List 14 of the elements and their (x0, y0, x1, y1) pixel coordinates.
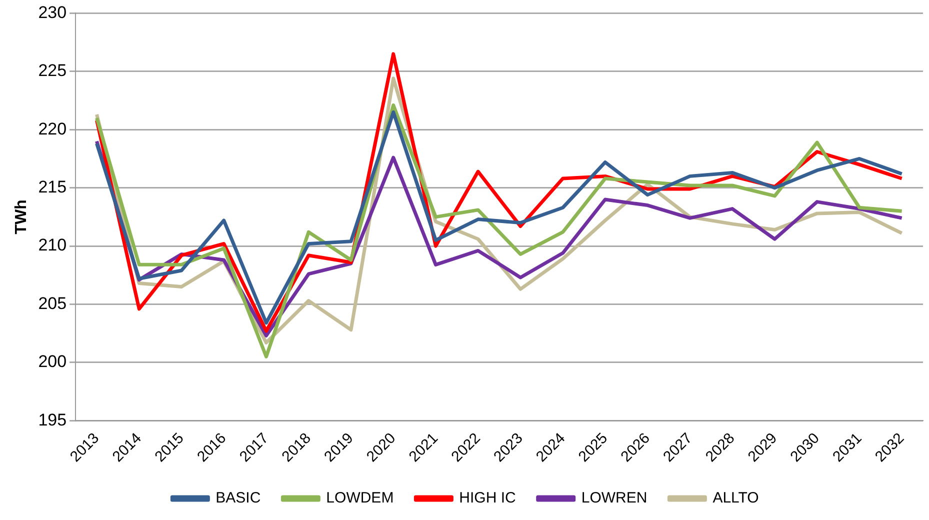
y-tick-label: 215 (38, 178, 67, 197)
y-tick-label: 210 (38, 236, 67, 255)
legend-label: BASIC (216, 490, 261, 507)
y-axis-title: TWh (13, 200, 30, 234)
y-tick-label: 225 (38, 61, 67, 80)
y-tick-label: 220 (38, 119, 67, 138)
legend-label: ALLTO (712, 490, 759, 507)
legend-label: LOWREN (581, 490, 648, 507)
y-tick-label: 205 (38, 294, 67, 313)
legend-label: HIGH IC (459, 490, 516, 507)
legend-label: LOWDEM (326, 490, 394, 507)
y-tick-label: 200 (38, 352, 67, 372)
y-tick-label: 195 (38, 410, 67, 430)
y-tick-label: 230 (38, 2, 67, 22)
